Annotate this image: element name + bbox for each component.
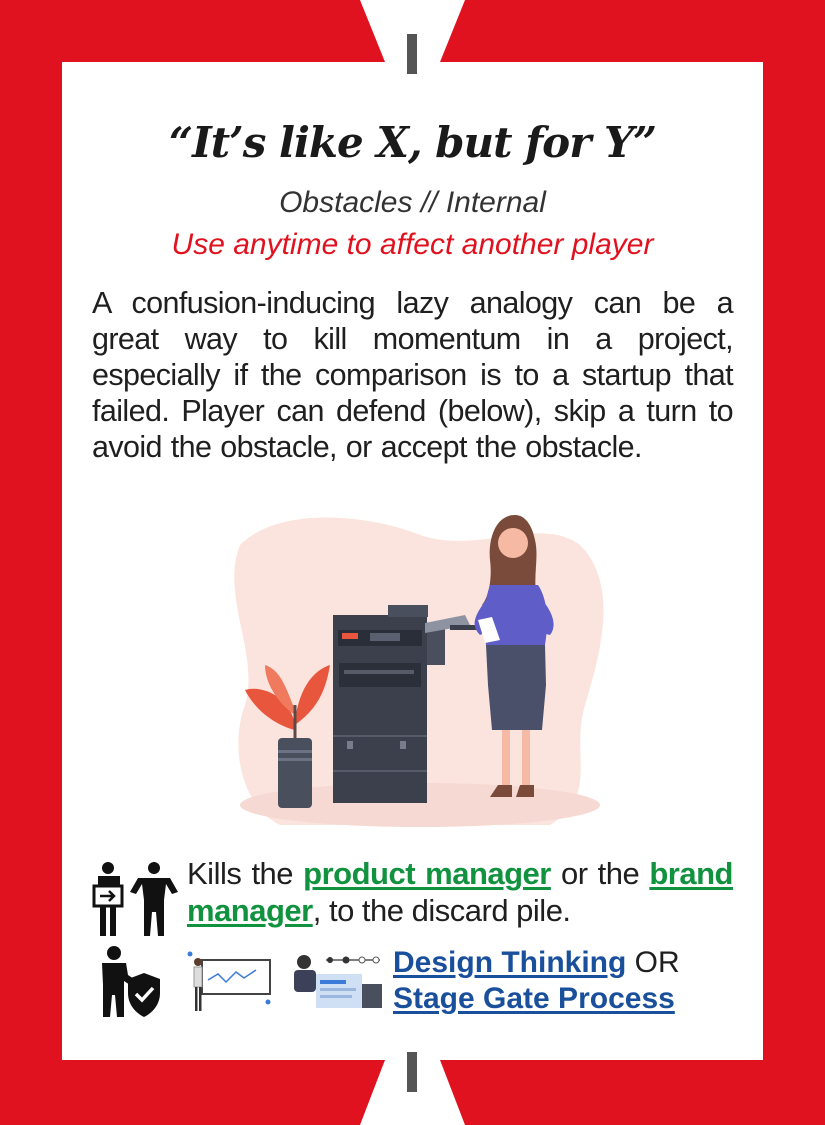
effect-suffix: , to the discard pile. — [312, 893, 571, 928]
design-thinking-link[interactable]: Design Thinking — [393, 946, 627, 979]
frame-red-right-bottom — [440, 1060, 825, 1125]
bottom-notch-mark — [407, 1052, 417, 1092]
plant — [245, 665, 330, 808]
frame-red-left-bottom — [0, 1060, 385, 1125]
frame-red-left-top — [0, 0, 385, 62]
presentation-board-thumbnail — [187, 951, 271, 1011]
two-people-with-box-icon — [92, 862, 178, 936]
effect-text: Kills the product manager or the brand m… — [187, 855, 734, 929]
stage-gate-process-link[interactable]: Stage Gate Process — [393, 982, 675, 1015]
top-notch-mark — [407, 34, 417, 74]
frame-red-right-top — [440, 0, 825, 62]
process-flow-thumbnail — [294, 955, 382, 1008]
card-category: Obstacles // Internal — [279, 186, 546, 219]
card-description: A confusion-inducing lazy analogy can be… — [92, 286, 734, 464]
frame-red-right — [763, 0, 825, 1125]
card-usage: Use anytime to affect another player — [171, 228, 654, 261]
defense-line-2: Stage Gate Process — [393, 981, 743, 1017]
card-title: “It’s like X, but for Y” — [168, 118, 657, 167]
effect-prefix: Kills the — [187, 856, 304, 891]
defense-line-1: Design Thinking OR — [393, 945, 743, 981]
role-brand-manager[interactable]: brand manager — [187, 856, 734, 928]
effect-middle: or the — [550, 856, 650, 891]
defense-connector: OR — [626, 946, 680, 979]
frame-red-left — [0, 0, 62, 1125]
person-with-shield-icon — [102, 946, 160, 1017]
role-product-manager[interactable]: product manager — [303, 856, 551, 891]
defense-options: Design Thinking OR Stage Gate Process — [393, 945, 743, 1017]
woman-at-copier-illustration — [234, 515, 604, 827]
woman — [474, 515, 554, 797]
copier — [333, 605, 482, 803]
